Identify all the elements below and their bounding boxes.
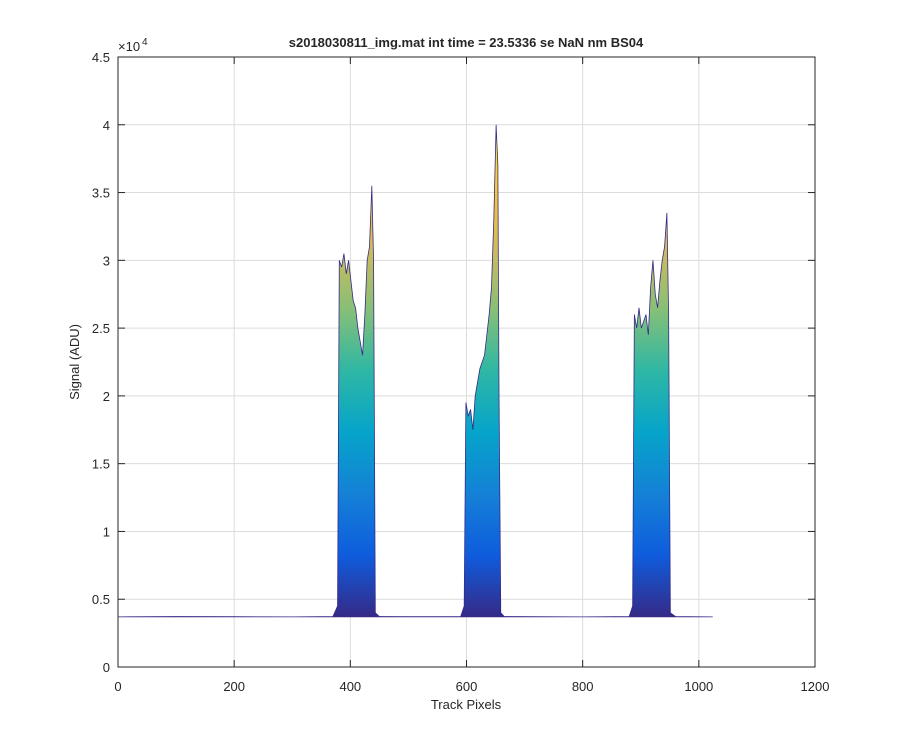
y-tick-label: 1.5 (92, 457, 110, 472)
x-tick-label: 1200 (801, 679, 830, 694)
x-tick-label: 600 (456, 679, 478, 694)
y-tick-label: 2 (103, 389, 110, 404)
x-axis-label: Track Pixels (431, 697, 502, 712)
x-tick-label: 800 (572, 679, 594, 694)
x-tick-label: 400 (339, 679, 361, 694)
signal-area (117, 124, 713, 618)
y-tick-label: 0.5 (92, 592, 110, 607)
y-scale-exponent: 4 (142, 37, 148, 48)
y-tick-label: 4.5 (92, 50, 110, 65)
y-tick-label: 3 (103, 253, 110, 268)
y-tick-label: 0 (103, 660, 110, 675)
y-tick-label: 3.5 (92, 186, 110, 201)
y-tick-label: 4 (103, 118, 110, 133)
y-tick-label: 1 (103, 524, 110, 539)
x-tick-label: 200 (223, 679, 245, 694)
y-tick-label: 2.5 (92, 321, 110, 336)
y-axis-label: Signal (ADU) (67, 324, 82, 400)
x-tick-label: 0 (114, 679, 121, 694)
x-tick-label: 1000 (684, 679, 713, 694)
y-scale-base: ×10 (118, 39, 140, 54)
chart-title: s2018030811_img.mat int time = 23.5336 s… (289, 35, 644, 50)
